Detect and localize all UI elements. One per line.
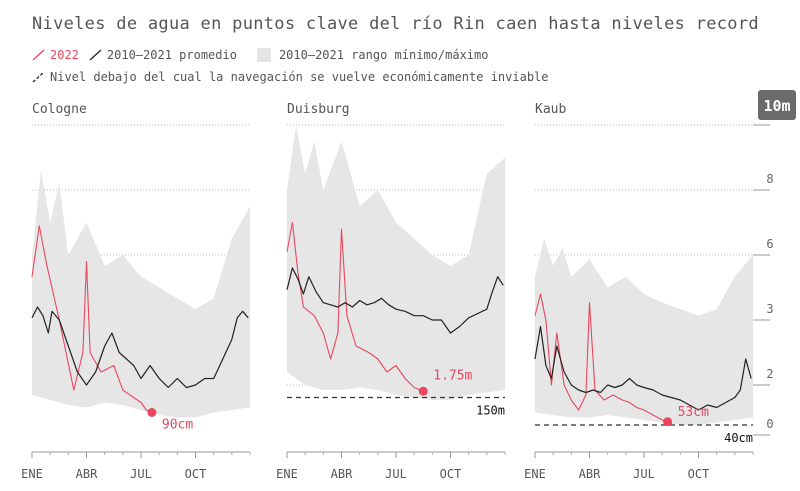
threshold-label-kaub: 40cm <box>724 431 753 445</box>
legend-label-range: 2010–2021 rango mínimo/máximo <box>278 48 489 62</box>
x-tick-label: ABR <box>579 467 601 481</box>
y-tick-label: 10m <box>763 97 790 115</box>
latest-point-kaub <box>663 417 673 427</box>
latest-label-kaub: 53cm <box>678 405 709 420</box>
legend-label-threshold: Nivel debajo del cual la navegación se v… <box>50 70 549 84</box>
series-2022-line-cologne <box>31 225 153 414</box>
x-tick-label: ENE <box>276 467 298 481</box>
legend-line-avg-icon <box>89 49 102 61</box>
legend-range-swatch-icon <box>256 48 271 62</box>
threshold-label-duisburg: 150m <box>476 404 505 418</box>
x-tick-label: JUL <box>130 467 152 481</box>
x-tick-label: OCT <box>688 467 710 481</box>
legend-item-range: 2010–2021 rango mínimo/máximo <box>256 48 489 62</box>
y-tick-label: 3 <box>766 302 773 316</box>
series-avg-line-kaub <box>534 325 752 411</box>
x-tick-label: OCT <box>440 467 462 481</box>
panel-label-duisburg: Duisburg <box>287 102 350 117</box>
legend-dashed-line-icon <box>32 71 45 83</box>
latest-point-duisburg <box>418 386 428 396</box>
range-band-cologne <box>32 170 250 418</box>
x-tick-label: JUL <box>633 467 655 481</box>
y-tick-label: 0 <box>766 417 773 431</box>
series-2022-line-duisburg <box>286 221 424 392</box>
x-tick-label: ENE <box>524 467 546 481</box>
x-tick-label: ABR <box>331 467 353 481</box>
series-avg-line-duisburg <box>286 267 504 334</box>
range-band-duisburg <box>287 125 505 400</box>
legend-row-1: 2022 2010–2021 promedio 2010–2021 rango … <box>32 48 488 62</box>
range-band-kaub <box>535 238 753 425</box>
legend-item-2022: 2022 <box>32 48 79 62</box>
x-tick-label: OCT <box>185 467 207 481</box>
legend-line-2022-icon <box>32 49 45 61</box>
panel-label-cologne: Cologne <box>32 102 87 117</box>
legend-label-2022: 2022 <box>50 48 79 62</box>
y-unit-badge <box>758 90 796 120</box>
latest-label-duisburg: 1.75m <box>433 368 472 383</box>
latest-label-cologne: 90cm <box>162 418 193 433</box>
legend-label-avg: 2010–2021 promedio <box>106 48 237 62</box>
panel-label-kaub: Kaub <box>535 102 566 117</box>
x-tick-label: ENE <box>21 467 43 481</box>
y-tick-label: 2 <box>766 367 773 381</box>
y-tick-label: 6 <box>766 237 773 251</box>
series-avg-line-cologne <box>31 306 249 389</box>
legend-row-2: Nivel debajo del cual la navegación se v… <box>32 70 549 84</box>
y-tick-label: 8 <box>766 172 773 186</box>
legend-item-avg: 2010–2021 promedio <box>89 48 237 62</box>
latest-point-cologne <box>147 408 157 417</box>
x-tick-label: ABR <box>76 467 98 481</box>
x-tick-label: JUL <box>385 467 407 481</box>
legend-item-threshold: Nivel debajo del cual la navegación se v… <box>32 70 549 84</box>
chart-title: Niveles de agua en puntos clave del río … <box>32 14 759 34</box>
